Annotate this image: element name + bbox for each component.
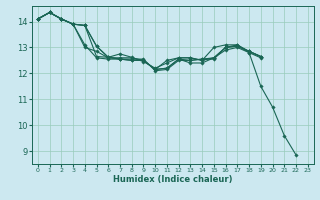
- X-axis label: Humidex (Indice chaleur): Humidex (Indice chaleur): [113, 175, 233, 184]
